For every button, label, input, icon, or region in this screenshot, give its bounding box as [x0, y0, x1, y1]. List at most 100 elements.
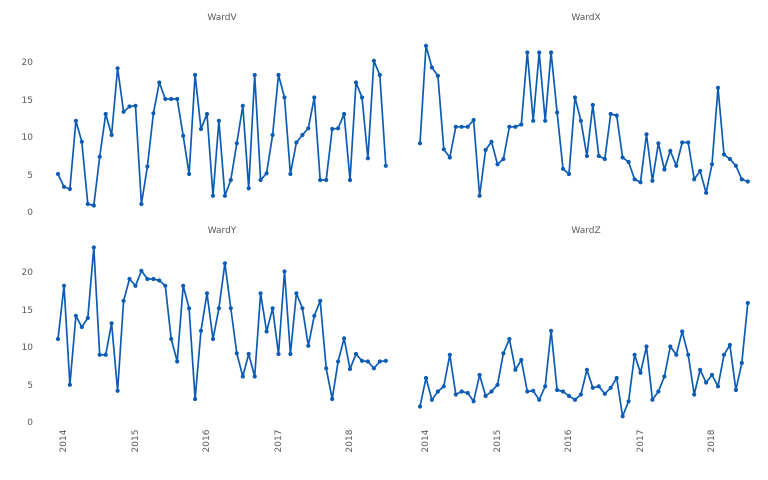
data-point-marker [91, 245, 96, 250]
data-point-marker [55, 171, 61, 177]
data-point-marker [447, 155, 452, 160]
data-point-marker [228, 177, 233, 183]
data-point-marker [240, 374, 245, 379]
data-point-marker [590, 385, 595, 390]
data-point-marker [555, 387, 560, 393]
x-tick-label: 2017 [635, 429, 646, 453]
data-point-marker [745, 179, 750, 184]
data-point-marker [61, 184, 67, 189]
data-point-marker [85, 315, 90, 321]
data-point-marker [638, 180, 643, 185]
data-point-marker [578, 392, 584, 397]
data-point-marker [318, 177, 323, 183]
data-point-marker [97, 154, 102, 159]
data-point-marker [560, 389, 566, 394]
data-point-marker [371, 58, 376, 63]
data-point-marker [423, 375, 429, 381]
data-point-marker [584, 153, 590, 159]
data-point-marker [67, 186, 72, 192]
data-point-marker [686, 352, 691, 357]
data-point-marker [620, 155, 625, 160]
data-point-marker [294, 140, 299, 145]
line-series-wardy [55, 245, 388, 402]
data-point-marker [115, 388, 120, 393]
data-point-marker [638, 370, 643, 375]
y-tick-label: 0 [27, 418, 33, 428]
data-point-marker [644, 344, 649, 349]
data-point-marker [644, 132, 649, 137]
data-point-marker [264, 171, 269, 176]
data-point-marker [383, 358, 388, 363]
data-point-marker [715, 85, 721, 90]
data-point-marker [525, 50, 530, 55]
data-point-marker [656, 141, 661, 146]
data-point-marker [91, 203, 96, 208]
data-point-marker [608, 111, 613, 117]
data-point-marker [151, 111, 156, 116]
data-point-marker [513, 124, 518, 129]
data-point-marker [175, 359, 180, 364]
data-point-marker [489, 389, 494, 394]
data-point-marker [674, 352, 679, 357]
data-point-marker [187, 171, 192, 177]
data-point-marker [234, 351, 239, 356]
data-point-marker [85, 201, 90, 207]
data-point-marker [210, 193, 216, 198]
line-series-wardz [417, 300, 750, 419]
data-point-marker [566, 393, 572, 399]
data-point-marker [204, 111, 210, 117]
data-point-marker [471, 399, 476, 404]
data-point-marker [306, 126, 311, 131]
data-point-marker [626, 159, 631, 165]
data-point-marker [103, 352, 108, 357]
data-point-marker [626, 399, 631, 404]
data-point-marker [139, 268, 144, 273]
data-point-marker [501, 156, 506, 162]
data-point-marker [109, 321, 114, 326]
y-tick-label: 0 [27, 208, 33, 218]
data-point-marker [686, 140, 691, 145]
data-point-marker [383, 163, 388, 168]
data-point-marker [306, 343, 311, 348]
data-point-marker [721, 352, 727, 357]
data-point-marker [477, 372, 482, 378]
data-point-marker [537, 397, 542, 402]
data-point-marker [596, 384, 601, 389]
data-point-marker [709, 162, 715, 167]
data-point-marker [312, 313, 317, 318]
data-point-marker [489, 139, 494, 144]
data-point-marker [115, 66, 120, 71]
data-point-marker [133, 103, 138, 108]
data-point-marker [727, 342, 733, 348]
data-point-marker [668, 344, 673, 349]
data-point-marker [519, 122, 524, 127]
data-point-marker [692, 392, 697, 397]
data-point-marker [739, 177, 744, 182]
data-point-marker [258, 177, 263, 183]
data-point-marker [668, 148, 673, 153]
x-tick-label: 2015 [492, 429, 503, 453]
data-point-marker [704, 190, 709, 195]
data-point-marker [222, 193, 227, 198]
data-point-marker [133, 283, 138, 288]
data-point-marker [739, 360, 744, 366]
data-point-marker [602, 391, 607, 396]
data-point-marker [692, 177, 697, 182]
data-point-marker [300, 306, 305, 311]
data-point-marker [459, 124, 464, 129]
data-point-marker [555, 110, 560, 115]
chart-title-wardy: WardY [207, 226, 237, 236]
data-point-marker [704, 380, 709, 385]
data-point-marker [198, 328, 204, 333]
data-point-marker [270, 132, 275, 138]
data-point-marker [365, 359, 370, 364]
data-point-marker [471, 117, 476, 123]
data-point-marker [127, 104, 132, 109]
data-point-marker [513, 367, 518, 372]
data-point-marker [578, 118, 584, 123]
data-point-marker [204, 291, 210, 296]
data-point-marker [483, 147, 488, 153]
data-point-marker [234, 141, 239, 146]
data-point-marker [727, 156, 733, 162]
